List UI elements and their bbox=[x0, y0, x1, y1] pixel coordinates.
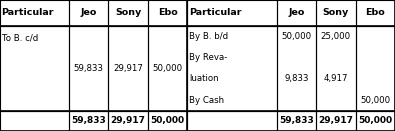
Bar bbox=[356, 26, 395, 111]
Bar bbox=[0, 111, 69, 131]
Bar bbox=[356, 111, 395, 131]
Text: 59,833: 59,833 bbox=[71, 116, 106, 125]
Bar bbox=[69, 26, 108, 111]
Text: 25,000: 25,000 bbox=[321, 32, 351, 41]
Text: 50,000: 50,000 bbox=[360, 95, 390, 105]
Text: 4,917: 4,917 bbox=[324, 74, 348, 83]
Text: Jeo: Jeo bbox=[81, 8, 97, 17]
Text: By Reva-: By Reva- bbox=[189, 53, 228, 62]
Text: 50,000: 50,000 bbox=[150, 116, 184, 125]
Text: Sony: Sony bbox=[323, 8, 349, 17]
Text: 50,000: 50,000 bbox=[358, 116, 392, 125]
Text: To B. c/d: To B. c/d bbox=[2, 33, 38, 42]
Text: luation: luation bbox=[189, 74, 219, 83]
Text: Sony: Sony bbox=[115, 8, 141, 17]
Bar bbox=[148, 26, 187, 111]
Text: 9,833: 9,833 bbox=[284, 74, 308, 83]
Bar bbox=[108, 26, 148, 111]
Text: Particular: Particular bbox=[189, 8, 241, 17]
Bar bbox=[0, 0, 69, 26]
Text: 50,000: 50,000 bbox=[281, 32, 311, 41]
Text: 29,917: 29,917 bbox=[318, 116, 353, 125]
Bar bbox=[316, 0, 356, 26]
Bar bbox=[276, 26, 316, 111]
Text: 29,917: 29,917 bbox=[113, 64, 143, 73]
Text: Ebo: Ebo bbox=[365, 8, 385, 17]
Bar bbox=[148, 111, 187, 131]
Text: 59,833: 59,833 bbox=[73, 64, 103, 73]
Bar bbox=[187, 111, 276, 131]
Text: 50,000: 50,000 bbox=[152, 64, 182, 73]
Text: By Cash: By Cash bbox=[189, 95, 224, 105]
Bar bbox=[108, 111, 148, 131]
Text: 59,833: 59,833 bbox=[279, 116, 314, 125]
Bar bbox=[0, 26, 69, 111]
Text: Jeo: Jeo bbox=[288, 8, 305, 17]
Bar bbox=[187, 0, 276, 26]
Text: Particular: Particular bbox=[2, 8, 54, 17]
Text: Ebo: Ebo bbox=[158, 8, 177, 17]
Bar bbox=[148, 0, 187, 26]
Bar bbox=[69, 0, 108, 26]
Bar bbox=[108, 0, 148, 26]
Bar bbox=[316, 26, 356, 111]
Bar bbox=[276, 0, 316, 26]
Text: 29,917: 29,917 bbox=[111, 116, 146, 125]
Bar bbox=[69, 111, 108, 131]
Bar bbox=[316, 111, 356, 131]
Bar bbox=[187, 26, 276, 111]
Bar bbox=[356, 0, 395, 26]
Text: By B. b/d: By B. b/d bbox=[189, 32, 228, 41]
Bar bbox=[276, 111, 316, 131]
